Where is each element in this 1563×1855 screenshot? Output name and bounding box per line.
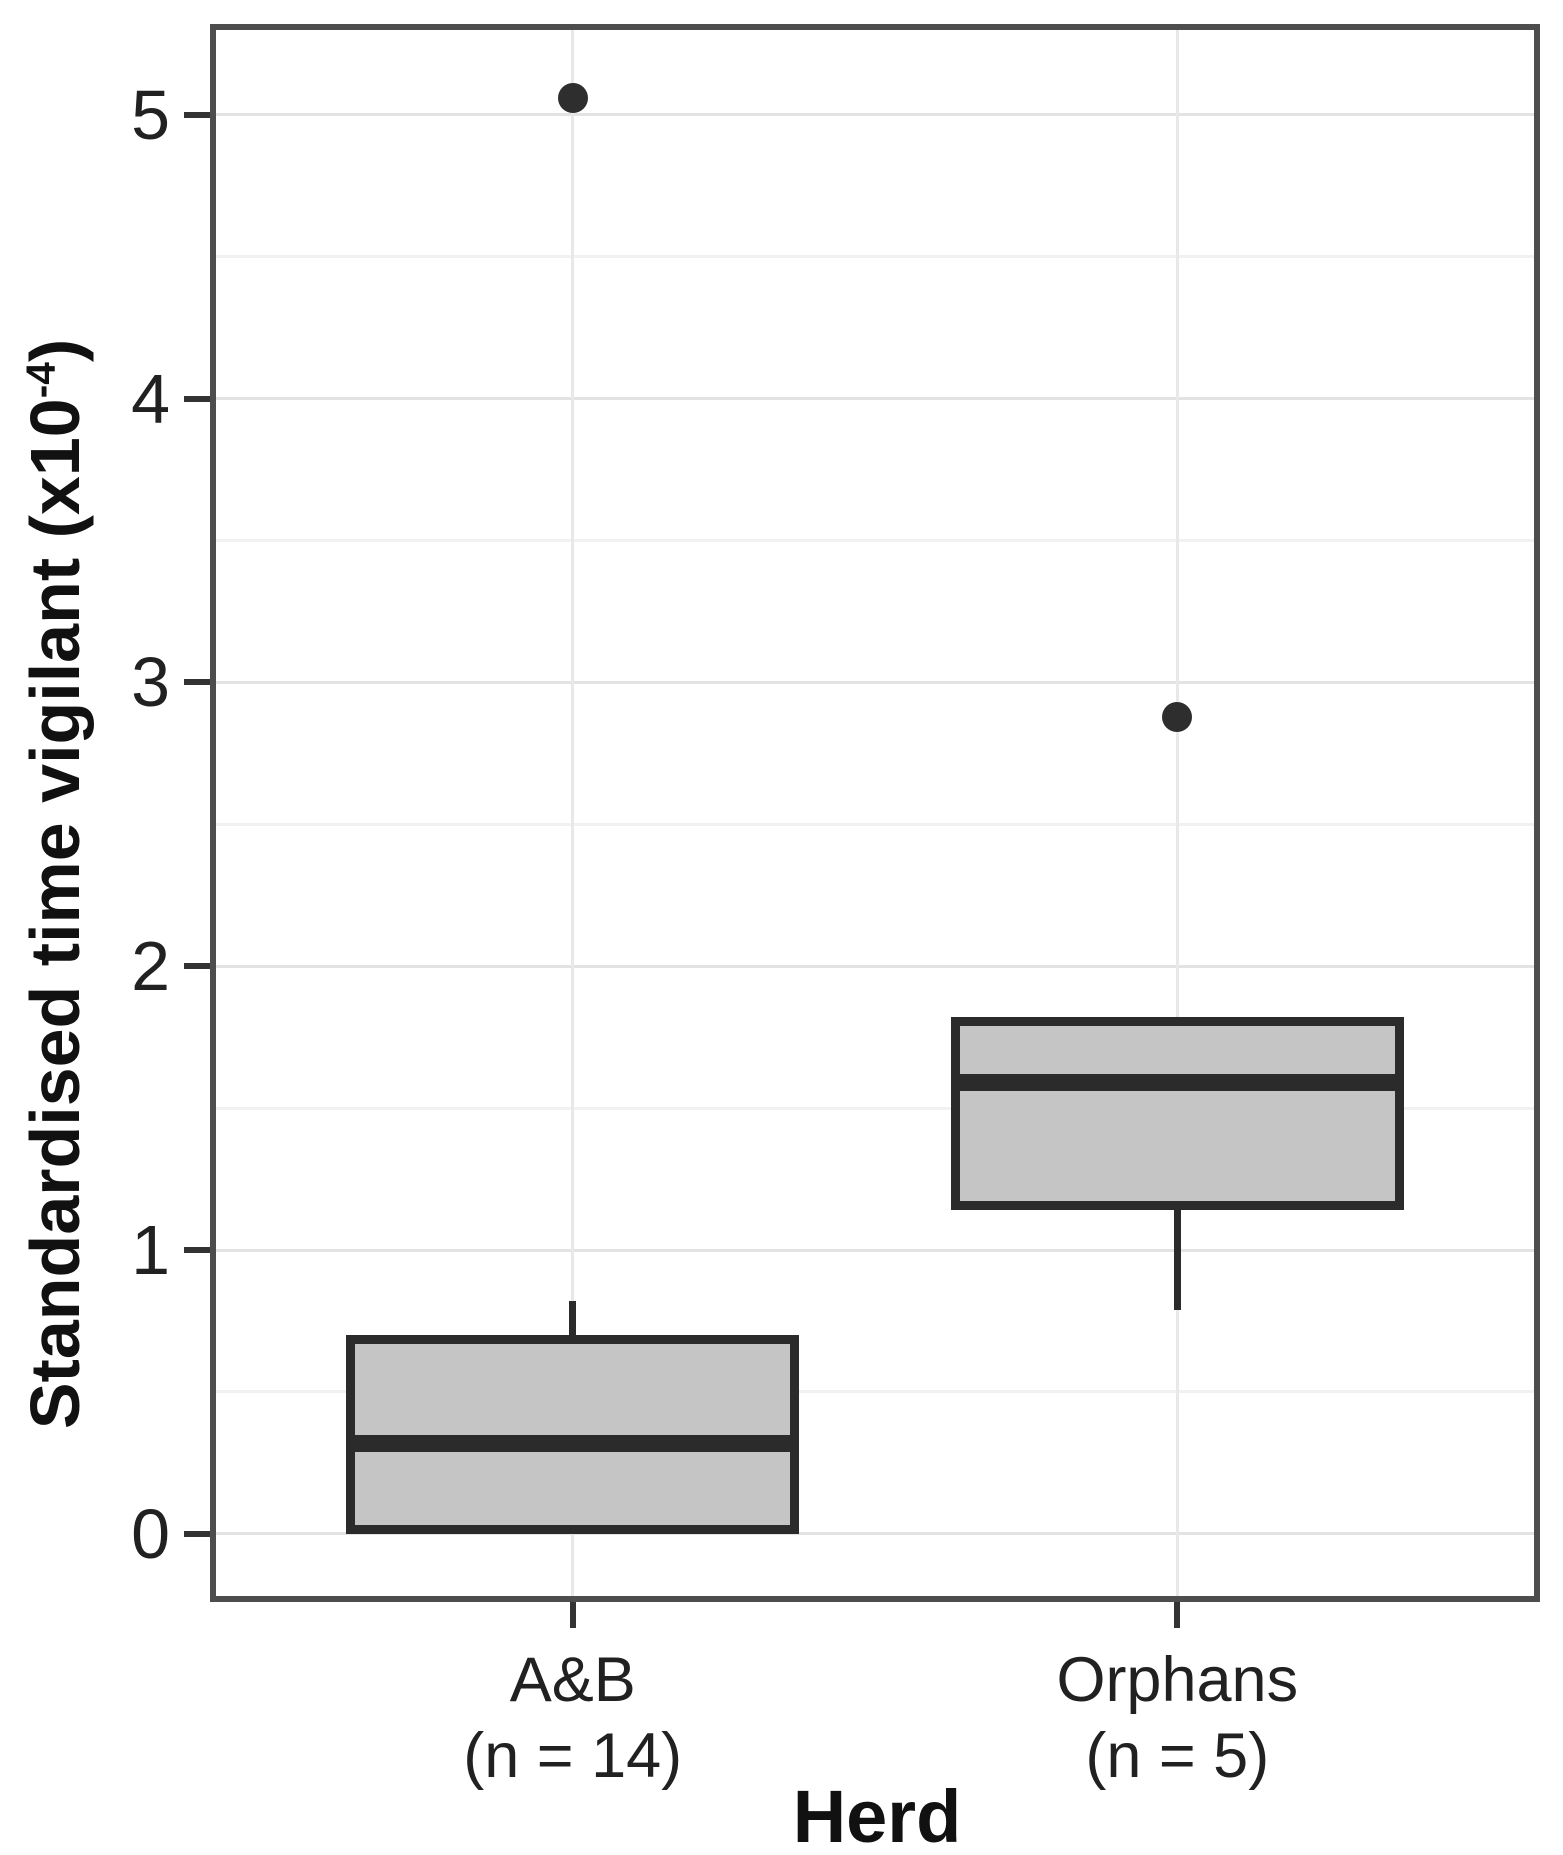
category-name: A&B xyxy=(509,1645,636,1715)
category-label: A&B (n = 14) xyxy=(313,1642,833,1794)
boxplot-box xyxy=(346,1335,800,1534)
y-gridline-minor xyxy=(210,822,1540,826)
outlier-point xyxy=(1162,701,1193,732)
y-axis-title-wrap: Standardised time vigilant (x10-4) xyxy=(0,95,110,1673)
y-tick-mark xyxy=(184,679,210,686)
y-tick-label: 5 xyxy=(131,75,170,154)
y-tick-label: 3 xyxy=(131,643,170,722)
outlier-point xyxy=(557,82,588,113)
y-gridline-major xyxy=(210,113,1540,117)
y-tick-label: 1 xyxy=(131,1211,170,1290)
x-gridline xyxy=(571,24,575,1602)
upper-whisker xyxy=(569,1301,577,1336)
category-label: Orphans (n = 5) xyxy=(917,1642,1437,1794)
y-gridline-major xyxy=(210,680,1540,684)
y-gridline-major xyxy=(210,1532,1540,1536)
category-name: Orphans xyxy=(1056,1645,1299,1715)
x-axis-title: Herd xyxy=(792,1775,962,1855)
y-gridline-major xyxy=(210,964,1540,968)
y-gridline-minor xyxy=(210,539,1540,543)
y-gridline-minor xyxy=(210,1106,1540,1110)
x-gridline xyxy=(1175,24,1179,1602)
plot-panel-border xyxy=(210,24,1540,1602)
y-tick-mark xyxy=(184,395,210,402)
category-sample-size: (n = 14) xyxy=(463,1721,683,1791)
y-tick-mark xyxy=(184,1247,210,1254)
y-gridline-minor xyxy=(210,255,1540,259)
y-tick-label: 4 xyxy=(131,359,170,438)
y-tick-label: 2 xyxy=(131,927,170,1006)
y-tick-mark xyxy=(184,1530,210,1537)
x-tick-mark xyxy=(569,1602,576,1628)
boxplot-box xyxy=(950,1017,1404,1211)
y-gridline-major xyxy=(210,397,1540,401)
x-tick-mark xyxy=(1174,1602,1181,1628)
y-gridline-major xyxy=(210,1248,1540,1252)
y-tick-mark xyxy=(184,963,210,970)
y-tick-mark xyxy=(184,111,210,118)
category-sample-size: (n = 5) xyxy=(1085,1721,1270,1791)
lower-whisker xyxy=(1173,1210,1181,1310)
median-line xyxy=(346,1434,800,1452)
y-tick-label: 0 xyxy=(131,1494,170,1573)
median-line xyxy=(950,1074,1404,1092)
y-gridline-minor xyxy=(210,1390,1540,1394)
